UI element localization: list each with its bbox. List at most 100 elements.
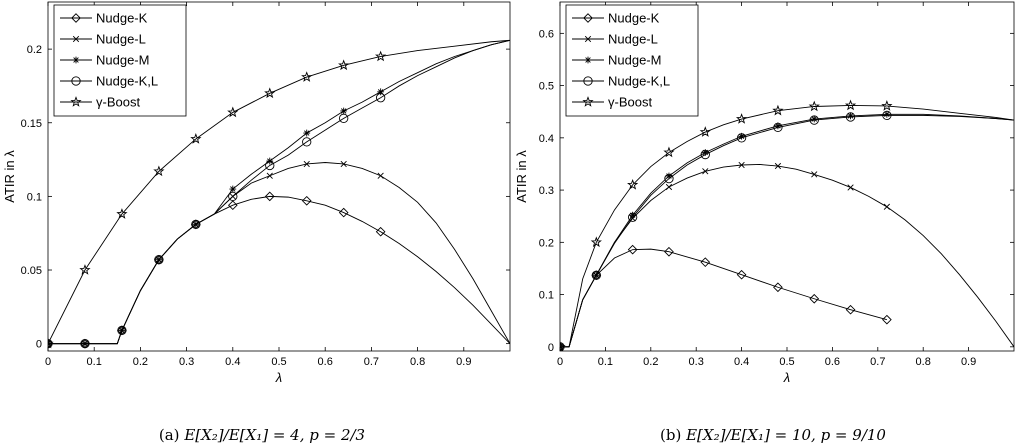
- p1-series-3-marker: [773, 122, 783, 133]
- p1-x-tick-label: 0.8: [916, 356, 931, 368]
- p0-series-3-marker: [375, 93, 386, 103]
- p0-y-tick-label: 0: [36, 339, 42, 351]
- p0-series-1-marker: [340, 160, 347, 168]
- p1-series-4-marker: [735, 113, 748, 124]
- p0-legend-marker-2: [72, 56, 80, 64]
- chart-panel-b: 0 0.1 0.2 0.3 0.4 0.5 0.6 0.7 0.8 0.9 0 0.1 0.2 0.3 0.…: [514, 1, 1015, 385]
- p1-series-0-marker: [809, 293, 820, 304]
- p0-series-0-marker: [375, 226, 386, 237]
- p1-y-tick-label: 0.3: [539, 185, 554, 197]
- p0-y-tick-label: 0.15: [21, 118, 42, 130]
- p0-legend: Nudge-K Nudge-L Nudge-M Nudge-K,L γ-Boost: [53, 4, 187, 117]
- p1-series-0-marker: [736, 269, 747, 280]
- p0-series-line-0: [48, 195, 510, 345]
- p1-legend-marker-0: [583, 13, 593, 23]
- p1-series-4-marker: [560, 340, 566, 351]
- p0-legend-label-0: Nudge-K: [96, 11, 148, 26]
- p1-series-0-marker: [845, 304, 856, 315]
- p1-legend-label-0: Nudge-K: [608, 11, 660, 26]
- p0-series-1-marker: [266, 172, 273, 179]
- p1-series-3-marker: [845, 112, 856, 122]
- p0-series-2-marker: [303, 129, 311, 137]
- p1-series-line-0: [560, 248, 887, 348]
- p1-series-2-marker: [738, 132, 745, 140]
- p1-series-4-marker: [699, 126, 711, 137]
- p0-series-3-marker: [80, 338, 90, 349]
- p0-legend-marker-4: [70, 96, 82, 107]
- p0-series-4-marker: [338, 59, 350, 71]
- p1-series-2-marker: [701, 149, 709, 156]
- caption-a-label: (a): [159, 426, 184, 444]
- p0-series-4-marker: [190, 133, 202, 144]
- p1-series-3-marker: [809, 115, 819, 125]
- p0-x-tick-label: 0.1: [87, 356, 102, 368]
- p0-series-1-marker: [377, 172, 384, 179]
- p0-series-3-marker: [117, 325, 127, 336]
- p1-legend-marker-2: [584, 56, 592, 64]
- p1-y-tick-label: 0.2: [539, 237, 554, 249]
- p0-x-tick-label: 0.8: [410, 356, 425, 368]
- p0-series-2-marker: [229, 185, 237, 193]
- p0-series-2-marker: [340, 107, 348, 115]
- p1-series-2-marker: [847, 112, 854, 120]
- p1-series-4-marker: [772, 104, 784, 116]
- p1-series-3-marker: [664, 173, 674, 184]
- p1-series-1-marker: [847, 184, 854, 191]
- p1-series-2-marker: [629, 211, 637, 219]
- p0-x-tick-label: 0.6: [318, 356, 333, 368]
- p0-series-4-marker: [264, 87, 276, 99]
- p1-legend-label-4: γ-Boost: [608, 95, 652, 110]
- p0-series-2-marker: [377, 88, 385, 96]
- p1-plot-area: [560, 99, 1014, 351]
- p0-series-line-3: [48, 39, 510, 345]
- p0-legend-label-3: Nudge-K,L: [96, 74, 158, 89]
- p1-legend-marker-3: [583, 76, 593, 86]
- p0-series-4-marker: [79, 264, 91, 275]
- p1-series-3-marker: [700, 149, 710, 160]
- p0-legend-marker-1: [72, 35, 80, 43]
- caption-a: (a) E[X₂]/E[X₁] = 4, p = 2/3: [159, 426, 365, 444]
- p0-series-0-marker: [227, 200, 238, 211]
- p0-plot-area: [48, 39, 510, 349]
- p0-y-tick-label: 0.2: [27, 44, 42, 56]
- p0-x-tick-label: 0.2: [133, 356, 148, 368]
- p1-y-tick-label: 0.1: [539, 290, 554, 302]
- p1-series-2-marker: [774, 122, 782, 130]
- p1-series-1-marker: [811, 171, 818, 178]
- p1-series-0-marker: [700, 257, 711, 268]
- p1-series-line-4: [560, 104, 1014, 348]
- p0-series-4-marker: [153, 165, 165, 177]
- p0-series-line-4: [48, 39, 510, 344]
- caption-b: (b) E[X₂]/E[X₁] = 10, p = 9/10: [660, 426, 886, 444]
- p1-series-4-marker: [627, 178, 639, 190]
- p0-series-3-marker: [154, 255, 164, 265]
- p0-series-3-marker: [228, 191, 238, 202]
- p0-series-4-marker: [227, 106, 239, 118]
- p0-legend-marker-3: [71, 76, 81, 86]
- p0-x-tick-label: 0.7: [364, 356, 379, 368]
- p0-y-axis-label: ATIR in λ: [2, 150, 17, 203]
- p1-series-2-marker: [810, 115, 818, 123]
- p1-legend-label-1: Nudge-L: [608, 32, 658, 47]
- p1-x-tick-label: 0.2: [643, 356, 658, 368]
- p0-series-3-marker: [339, 113, 349, 123]
- p0-legend-label-4: γ-Boost: [96, 95, 140, 110]
- p1-series-0-marker: [882, 314, 892, 325]
- p1-legend-label-3: Nudge-K,L: [608, 74, 670, 89]
- p1-x-tick-label: 0.6: [825, 356, 840, 368]
- p1-series-0-marker: [627, 244, 638, 255]
- p1-y-axis-label: ATIR in λ: [514, 150, 529, 203]
- p0-x-tick-label: 0.3: [179, 356, 194, 368]
- p0-x-tick-label: 0.4: [225, 356, 240, 368]
- p1-x-tick-label: 0.7: [870, 356, 885, 368]
- p0-series-line-1: [48, 162, 510, 345]
- p0-series-3-marker: [302, 137, 312, 147]
- p1-series-3-marker: [736, 133, 747, 143]
- p1-y-tick-label: 0: [548, 342, 554, 354]
- p0-series-4-marker: [301, 71, 313, 82]
- caption-a-expr: E[X₂]/E[X₁] = 4, p = 2/3: [183, 426, 365, 444]
- p1-legend-label-2: Nudge-M: [608, 53, 661, 68]
- p1-series-1-marker: [702, 168, 709, 175]
- p1-series-2-marker: [883, 110, 891, 118]
- p1-x-axis-label: λ: [783, 370, 790, 385]
